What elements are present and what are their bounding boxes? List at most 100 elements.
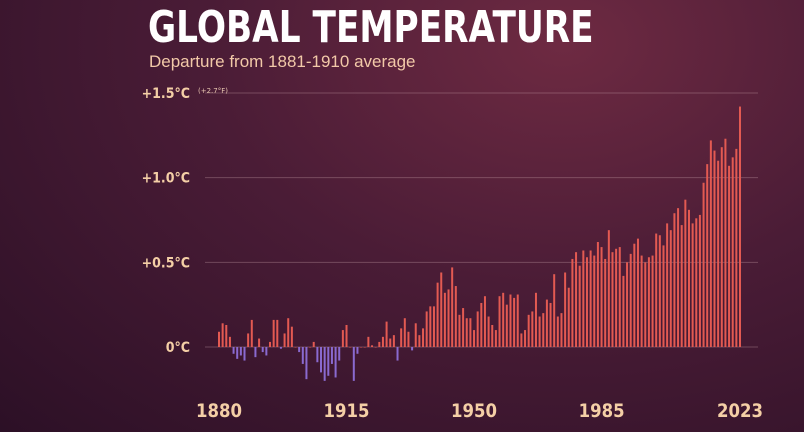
- bar-1910: [327, 347, 330, 376]
- bar-1889: [250, 319, 253, 347]
- bar-1938: [429, 306, 432, 347]
- bar-1956: [494, 330, 497, 347]
- bar-1936: [422, 328, 425, 347]
- x-tick-label: 1985: [579, 400, 625, 422]
- x-axis-ticks: 1880 1915 1950 1985 2023: [196, 400, 763, 422]
- bar-2020: [728, 165, 731, 347]
- bar-1888: [247, 333, 250, 347]
- bar-1997: [644, 262, 647, 347]
- bar-1905: [309, 347, 312, 348]
- bar-1973: [556, 316, 559, 347]
- bar-1880: [218, 331, 220, 347]
- bar-1906: [312, 341, 315, 347]
- bar-1943: [447, 289, 450, 347]
- bar-2013: [702, 182, 705, 347]
- y-tick-label: 0°C: [166, 340, 190, 356]
- bar-1966: [531, 311, 534, 347]
- bar-1921: [367, 336, 370, 347]
- bar-2023: [739, 106, 741, 347]
- bar-1935: [418, 335, 421, 347]
- bar-2022: [735, 148, 738, 347]
- bar-1953: [483, 296, 486, 347]
- bar-1991: [622, 275, 625, 347]
- bar-1940: [436, 282, 439, 347]
- bar-1988: [611, 252, 614, 347]
- bar-1925: [381, 336, 384, 347]
- bars: [218, 106, 741, 381]
- bar-1954: [487, 316, 490, 347]
- bar-2003: [666, 223, 669, 347]
- bar-2015: [709, 140, 712, 347]
- y-tick-label: +0.5°C: [142, 255, 190, 271]
- bar-1882: [225, 324, 228, 347]
- bar-1948: [465, 318, 468, 347]
- bar-1927: [389, 338, 392, 347]
- bar-1950: [473, 330, 476, 347]
- bar-1883: [228, 336, 231, 347]
- bar-1999: [651, 255, 654, 347]
- bar-1990: [618, 247, 621, 347]
- bar-1941: [440, 272, 443, 347]
- bar-1977: [571, 258, 574, 347]
- bar-1887: [243, 347, 246, 361]
- bar-1984: [596, 242, 599, 347]
- bar-2004: [669, 230, 672, 347]
- bar-2011: [695, 218, 698, 347]
- bar-1915: [345, 324, 348, 347]
- bar-1916: [349, 347, 352, 348]
- bar-1957: [498, 296, 501, 347]
- bar-1951: [476, 311, 479, 347]
- bar-1902: [298, 347, 301, 353]
- bar-1964: [524, 330, 527, 347]
- bar-1901: [294, 347, 297, 348]
- bar-1944: [451, 267, 454, 347]
- bar-1946: [458, 314, 461, 347]
- bar-1963: [520, 333, 523, 347]
- bar-1992: [626, 262, 629, 347]
- bar-1923: [374, 347, 377, 348]
- bar-1942: [443, 292, 446, 347]
- bar-1978: [575, 252, 578, 347]
- bar-1885: [236, 347, 239, 359]
- bar-2006: [677, 208, 680, 347]
- y-tick-label: +1.0°C: [142, 171, 190, 187]
- bar-2008: [684, 199, 687, 347]
- bar-1904: [305, 347, 308, 380]
- bar-1903: [301, 347, 304, 364]
- bar-1965: [527, 314, 530, 347]
- bar-1930: [400, 328, 403, 347]
- bar-1952: [480, 302, 483, 347]
- bar-1969: [542, 313, 545, 347]
- bar-1996: [640, 255, 643, 347]
- bar-1924: [378, 341, 381, 347]
- bar-2012: [698, 214, 701, 347]
- bar-2016: [713, 150, 716, 347]
- bar-1886: [239, 347, 242, 356]
- bar-1972: [553, 274, 556, 347]
- bar-1918: [356, 347, 359, 354]
- bar-1922: [371, 345, 374, 347]
- bar-2010: [691, 223, 694, 347]
- y-tick-label: +1.5°C: [142, 86, 190, 102]
- bar-1982: [589, 250, 592, 347]
- x-tick-label: 1880: [196, 400, 242, 422]
- bar-1890: [254, 347, 257, 358]
- bar-1912: [334, 347, 337, 378]
- bar-1914: [341, 330, 344, 347]
- bar-1986: [604, 258, 607, 347]
- bar-2007: [680, 225, 683, 347]
- bar-2014: [706, 164, 709, 347]
- bar-1945: [454, 286, 457, 347]
- bar-1881: [221, 323, 224, 347]
- bar-1900: [290, 326, 293, 347]
- bar-2019: [724, 138, 727, 347]
- bar-1958: [502, 292, 505, 347]
- bar-1975: [564, 272, 567, 347]
- bar-1897: [279, 347, 282, 349]
- bar-1962: [516, 294, 519, 347]
- bar-1898: [283, 333, 286, 347]
- bar-1929: [396, 347, 399, 361]
- bar-2000: [655, 233, 658, 347]
- bar-1967: [534, 292, 537, 347]
